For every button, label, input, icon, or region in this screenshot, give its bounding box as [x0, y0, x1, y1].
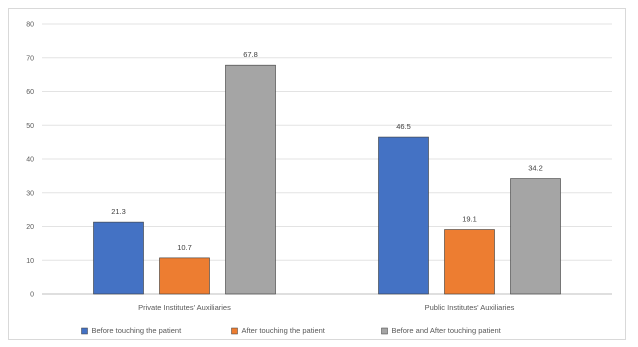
bar — [93, 221, 144, 295]
legend-label: After touching the patient — [242, 326, 326, 335]
bar — [444, 229, 495, 295]
data-label: 10.7 — [177, 243, 192, 252]
y-tick-label: 40 — [26, 157, 34, 164]
data-label: 46.5 — [396, 122, 411, 131]
data-label: 34.2 — [528, 164, 543, 173]
legend: Before touching the patient After touchin… — [81, 326, 502, 335]
y-tick-label: 30 — [26, 190, 34, 197]
x-axis-categories: Private Institutes' Auxiliaries Public In… — [138, 303, 515, 312]
data-label: 67.8 — [243, 50, 258, 59]
bar — [378, 136, 429, 295]
data-labels: 21.3 10.7 67.8 46.5 19.1 34.2 — [111, 50, 543, 252]
y-tick-label: 70 — [26, 55, 34, 62]
y-tick-label: 10 — [26, 258, 34, 265]
legend-swatch — [381, 327, 388, 335]
bar — [159, 257, 210, 295]
legend-label: Before and After touching patient — [392, 326, 502, 335]
data-label: 19.1 — [462, 215, 477, 224]
legend-swatch — [231, 327, 238, 335]
y-tick-label: 50 — [26, 123, 34, 130]
x-category-label: Private Institutes' Auxiliaries — [138, 303, 231, 312]
bar — [510, 178, 561, 295]
y-tick-label: 60 — [26, 89, 34, 96]
x-category-label: Public Institutes' Auxiliaries — [425, 303, 515, 312]
y-tick-label: 20 — [26, 224, 34, 231]
bar — [225, 64, 276, 295]
bars — [93, 64, 561, 295]
y-tick-label: 80 — [26, 22, 34, 29]
legend-swatch — [81, 327, 88, 335]
legend-label: Before touching the patient — [92, 326, 183, 335]
y-axis-ticks: 0 10 20 30 40 50 60 70 80 — [26, 22, 34, 299]
y-tick-label: 0 — [30, 292, 34, 299]
data-label: 21.3 — [111, 207, 126, 216]
